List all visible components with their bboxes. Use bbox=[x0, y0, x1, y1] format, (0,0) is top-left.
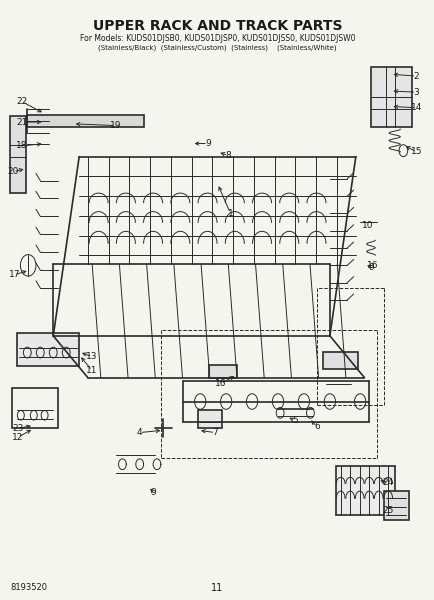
Text: 17: 17 bbox=[9, 271, 20, 280]
Bar bbox=[335, 466, 394, 515]
Text: 9: 9 bbox=[368, 263, 373, 272]
Text: 24: 24 bbox=[382, 478, 393, 487]
Bar bbox=[322, 352, 357, 368]
Text: 4: 4 bbox=[137, 428, 142, 437]
Text: 10: 10 bbox=[362, 221, 373, 230]
Bar bbox=[27, 115, 144, 127]
Text: 14: 14 bbox=[410, 103, 421, 112]
Bar bbox=[16, 333, 79, 365]
Text: 7: 7 bbox=[212, 428, 218, 437]
Text: 16: 16 bbox=[215, 379, 226, 388]
Text: 22: 22 bbox=[16, 97, 28, 106]
Text: 5: 5 bbox=[292, 416, 297, 425]
Text: 16: 16 bbox=[365, 261, 377, 270]
Text: 15: 15 bbox=[410, 148, 421, 157]
Bar bbox=[12, 388, 57, 428]
Bar bbox=[383, 491, 408, 520]
Text: 20: 20 bbox=[8, 167, 19, 176]
Text: (Stainless/Black)  (Stainless/Custom)  (Stainless)    (Stainless/White): (Stainless/Black) (Stainless/Custom) (St… bbox=[98, 45, 336, 51]
Text: 25: 25 bbox=[381, 506, 393, 515]
Text: 21: 21 bbox=[16, 118, 28, 127]
Text: 2: 2 bbox=[413, 71, 418, 80]
Text: For Models: KUDS01DJSB0, KUDS01DJSP0, KUDS01DJSS0, KUDS01DJSW0: For Models: KUDS01DJSB0, KUDS01DJSP0, KU… bbox=[79, 34, 355, 43]
Text: UPPER RACK AND TRACK PARTS: UPPER RACK AND TRACK PARTS bbox=[92, 19, 342, 34]
Text: 6: 6 bbox=[313, 422, 319, 431]
Text: 18: 18 bbox=[16, 142, 28, 151]
Text: 9: 9 bbox=[150, 488, 156, 497]
Bar bbox=[208, 365, 237, 377]
Text: 19: 19 bbox=[110, 121, 122, 130]
Text: 8: 8 bbox=[225, 151, 230, 160]
Bar bbox=[370, 67, 411, 127]
Text: 3: 3 bbox=[412, 88, 418, 97]
Text: 11: 11 bbox=[211, 583, 223, 593]
Text: 23: 23 bbox=[12, 424, 23, 433]
Text: 1: 1 bbox=[227, 209, 233, 218]
Bar bbox=[10, 116, 26, 193]
Text: 11: 11 bbox=[86, 366, 98, 375]
Text: 13: 13 bbox=[86, 352, 98, 361]
Bar bbox=[197, 410, 221, 428]
Text: 8193520: 8193520 bbox=[10, 583, 47, 592]
Text: 9: 9 bbox=[205, 139, 210, 148]
Text: 12: 12 bbox=[12, 433, 23, 442]
